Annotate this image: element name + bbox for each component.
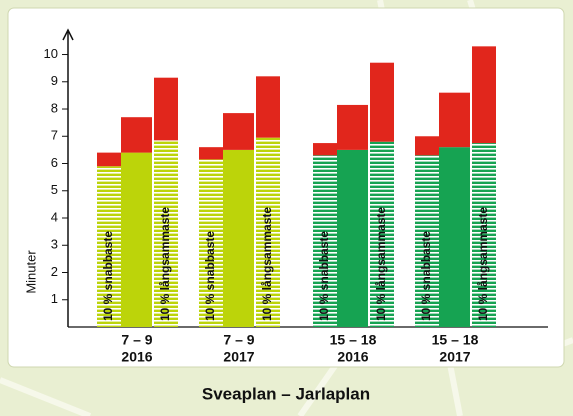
bar-series-label: 10 % snabbaste — [419, 231, 433, 321]
x-tick-label: 2016 — [121, 349, 152, 365]
bar-top — [256, 76, 280, 138]
bar-base — [154, 140, 178, 327]
bar-top — [121, 117, 152, 153]
y-tick-label: 1 — [51, 291, 58, 306]
bar-base — [256, 137, 280, 327]
y-tick-label: 7 — [51, 128, 58, 143]
x-tick-label: 15 – 18 — [432, 332, 479, 348]
x-tick-label: 2017 — [223, 349, 254, 365]
bar-top — [154, 77, 178, 141]
y-tick-label: 2 — [51, 264, 58, 279]
bar-series-label: 10 % långsammaste — [374, 207, 388, 321]
bar-base — [121, 152, 152, 327]
bar-base — [415, 155, 439, 327]
bar-top — [199, 147, 223, 160]
bar-series-label: 10 % långsammaste — [158, 207, 172, 321]
bar-base — [337, 149, 368, 327]
bar-series-label: 10 % snabbaste — [203, 231, 217, 321]
bar-base — [313, 155, 337, 327]
x-tick-label: 2016 — [337, 349, 368, 365]
y-tick-label: 9 — [51, 73, 58, 88]
x-tick-label: 7 – 9 — [121, 332, 152, 348]
y-axis-label: Minuter — [23, 250, 38, 294]
bar-top — [415, 136, 439, 156]
bar-top — [439, 92, 470, 148]
bar-series-label: 10 % snabbaste — [101, 231, 115, 321]
y-tick-label: 10 — [44, 46, 58, 61]
bar-top — [472, 46, 496, 144]
y-tick-label: 8 — [51, 100, 58, 115]
bar-base — [223, 149, 254, 327]
bar-top — [97, 152, 121, 167]
bar-base — [439, 147, 470, 327]
y-axis-arrow — [62, 28, 74, 41]
bar-base — [370, 141, 394, 327]
bar-top — [223, 113, 254, 150]
bar-series-label: 10 % långsammaste — [476, 207, 490, 321]
bar-base — [199, 159, 223, 327]
bar-base — [472, 143, 496, 327]
y-tick-label: 5 — [51, 182, 58, 197]
y-tick-label: 4 — [51, 209, 58, 224]
chart-title: Sveaplan – Jarlaplan — [202, 384, 370, 403]
bar-base — [97, 166, 121, 327]
y-tick-label: 6 — [51, 155, 58, 170]
bar-series-label: 10 % snabbaste — [317, 231, 331, 321]
x-tick-label: 15 – 18 — [330, 332, 377, 348]
x-tick-label: 7 – 9 — [223, 332, 254, 348]
bar-series-label: 10 % långsammaste — [260, 207, 274, 321]
bar-top — [370, 62, 394, 142]
y-tick-label: 3 — [51, 237, 58, 252]
bar-top — [313, 143, 337, 156]
x-tick-label: 2017 — [439, 349, 470, 365]
bar-top — [337, 104, 368, 150]
